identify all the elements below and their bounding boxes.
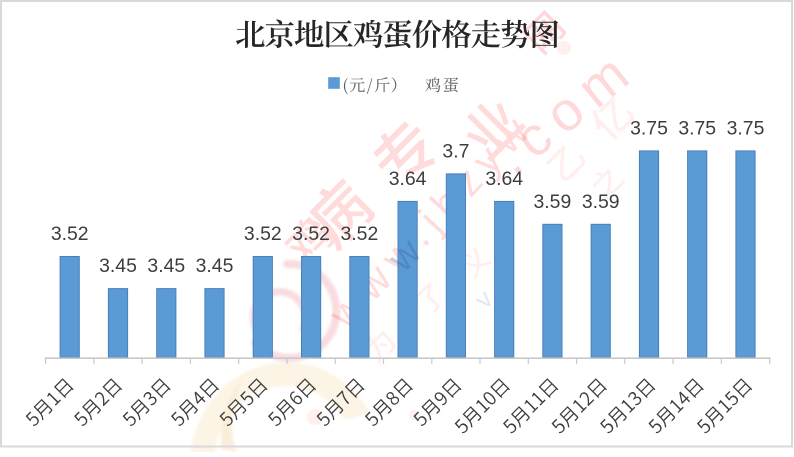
svg-text:3.75: 3.75 xyxy=(678,117,716,139)
svg-text:3.52: 3.52 xyxy=(341,223,379,245)
svg-text:3.45: 3.45 xyxy=(147,255,185,277)
svg-text:3.75: 3.75 xyxy=(630,117,668,139)
svg-text:3.45: 3.45 xyxy=(196,255,234,277)
svg-text:3.45: 3.45 xyxy=(99,255,137,277)
svg-text:3.59: 3.59 xyxy=(534,191,572,213)
svg-text:3.7: 3.7 xyxy=(442,140,469,162)
svg-text:3.52: 3.52 xyxy=(51,223,89,245)
svg-text:3.52: 3.52 xyxy=(292,223,330,245)
svg-text:3.75: 3.75 xyxy=(727,117,765,139)
svg-text:3.52: 3.52 xyxy=(244,223,282,245)
svg-text:3.64: 3.64 xyxy=(389,168,427,190)
svg-text:3.59: 3.59 xyxy=(582,191,620,213)
svg-text:3.64: 3.64 xyxy=(485,168,523,190)
